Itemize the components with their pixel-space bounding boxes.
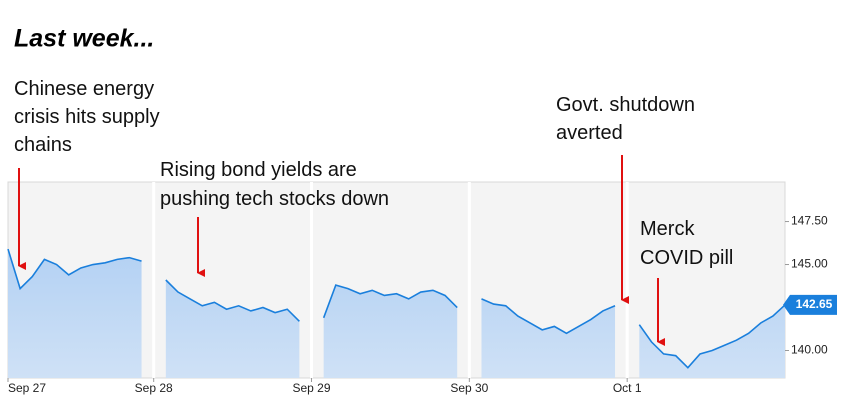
line — [7, 248, 786, 369]
x-tick-label: Sep 29 — [292, 381, 330, 395]
annotation-line: Govt. shutdown — [556, 94, 695, 116]
price-tag — [783, 294, 837, 315]
x-tick-label: Sep 28 — [135, 381, 173, 395]
annotation: Chinese energy crisis hits supply chains — [14, 78, 165, 156]
price-tag-label: 142.65 — [796, 297, 833, 311]
y-tick-label: 140.00 — [791, 343, 828, 357]
annotation-line: pushing tech stocks down — [160, 188, 389, 210]
x-tick-label: Sep 30 — [450, 381, 488, 395]
chart-title: Last week... — [14, 25, 154, 53]
annotation: Rising bond yields are pushing tech stoc… — [160, 159, 389, 210]
annotation-line: Rising bond yields are — [160, 159, 357, 181]
x-tick-label: Oct 1 — [613, 381, 642, 395]
annotation-line: chains — [14, 134, 72, 156]
y-tick-label: 147.50 — [791, 214, 828, 228]
annotation-line: Merck — [640, 218, 695, 240]
annotation-line: Chinese energy — [14, 78, 154, 100]
y-tick-label: 145.00 — [791, 257, 828, 271]
x-tick-label: Sep 27 — [8, 381, 46, 395]
area — [8, 249, 785, 378]
annotation: Merck COVID pill — [640, 218, 733, 269]
annotation: Govt. shutdown averted — [556, 94, 701, 144]
annotation-line: crisis hits supply — [14, 106, 160, 128]
annotation-line: averted — [556, 122, 623, 144]
annotation-line: COVID pill — [640, 247, 733, 269]
